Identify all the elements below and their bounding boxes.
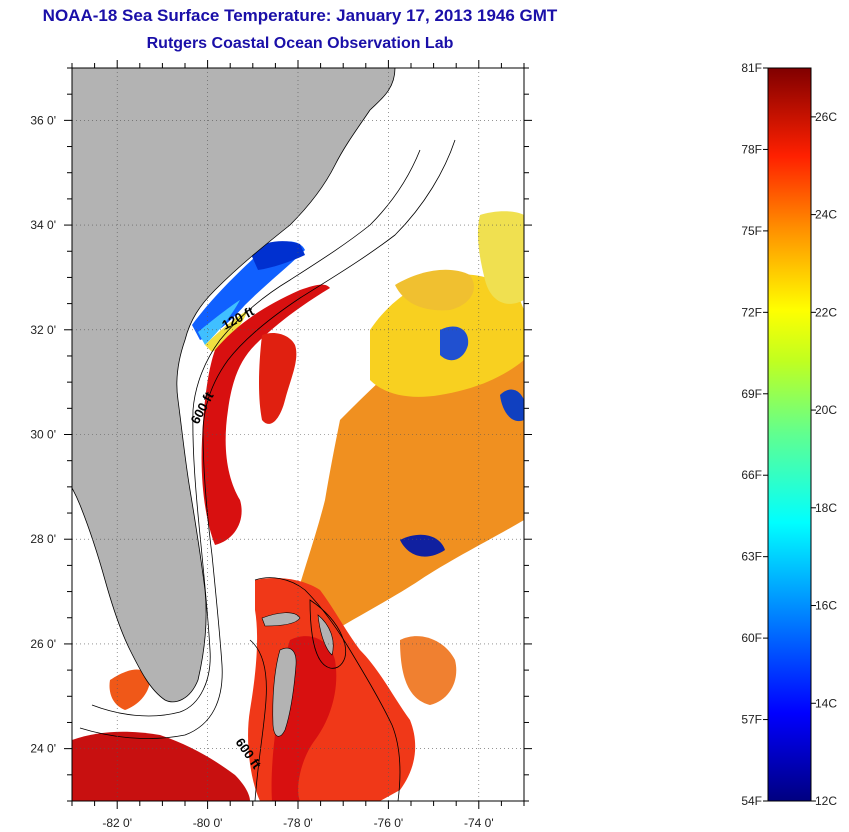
y-tick-label: 36 0' (30, 113, 56, 127)
sst-patch-florida-straits (72, 731, 250, 801)
sst-patch-cold-coast-deep (250, 241, 305, 270)
land-grand-bahama (261, 612, 301, 627)
isobath-600ft (79, 139, 456, 739)
sst-patch-ne-yellow (477, 211, 524, 304)
y-tick-label: 26 0' (30, 637, 56, 651)
colorbar-f-label: 63F (741, 550, 762, 564)
colorbar-f-label: 66F (741, 468, 762, 482)
sst-patch-east-warm (400, 636, 457, 705)
map-grid (72, 68, 524, 801)
land-southeast-us (72, 68, 396, 703)
x-tick-label: -78 0' (283, 816, 313, 830)
map-axes: -82 0' -80 0' -78 0' -76 0' -74 0' 24 0' 26 0'… (30, 60, 532, 830)
colorbar-f-label: 78F (741, 142, 762, 156)
colorbar-c-label: 26C (815, 110, 837, 124)
isobath-bahamas-east (254, 577, 401, 801)
x-tick-label: -74 0' (464, 816, 494, 830)
sst-patch-gulf-west (109, 669, 151, 710)
colorbar-f-label: 57F (741, 713, 762, 727)
sst-patch-eddy-cold (440, 326, 469, 361)
colorbar-c-label: 20C (815, 403, 837, 417)
colorbar-f-label: 81F (741, 61, 762, 75)
sst-patch-gulf-stream (201, 284, 330, 545)
sst-data-layer (72, 211, 524, 801)
sst-patch-cold-fragment (400, 534, 445, 557)
y-tick-label: 28 0' (30, 532, 56, 546)
colorbar-c-label: 18C (815, 501, 837, 515)
isobath-bank (309, 599, 347, 669)
colorbar-c-label: 22C (815, 305, 837, 319)
colorbar-gradient (767, 67, 812, 802)
colorbar-c-label: 24C (815, 208, 837, 222)
colorbar-f-label: 75F (741, 224, 762, 238)
map-subtitle: Rutgers Coastal Ocean Observation Lab (146, 35, 454, 52)
colorbar-c-label: 16C (815, 599, 837, 613)
sst-patch-cool-shelf (198, 300, 240, 345)
sst-patch-cold-fragment-2 (500, 389, 524, 422)
land-abaco (317, 614, 334, 656)
x-tick-label: -76 0' (374, 816, 404, 830)
x-tick-label: -80 0' (193, 816, 223, 830)
land-andros-island (272, 647, 297, 737)
isobath-120ft (91, 149, 421, 717)
y-tick-label: 34 0' (30, 218, 56, 232)
y-tick-label: 24 0' (30, 742, 56, 756)
y-tick-label: 32 0' (30, 323, 56, 337)
colorbar-c-label: 12C (815, 794, 837, 808)
colorbar-f-label: 69F (741, 387, 762, 401)
colorbar-c-label: 14C (815, 696, 837, 710)
colorbar-ticks: 81F 78F 75F 72F 69F 66F 63F 60F 57F 54F 26C 24C 22C 2… (741, 61, 837, 808)
sst-patch-gulf-stream-offshore (259, 333, 297, 424)
y-tick-label: 30 0' (30, 428, 56, 442)
colorbar-f-label: 72F (741, 305, 762, 319)
sst-patch-yellow-core (395, 269, 474, 311)
colorbar-f-label: 60F (741, 631, 762, 645)
colorbar: 81F 78F 75F 72F 69F 66F 63F 60F 57F 54F 26C 24C 22C 2… (741, 61, 837, 808)
sst-patch-warm-band (287, 332, 524, 644)
map-title: NOAA-18 Sea Surface Temperature: January… (42, 6, 558, 25)
isobath-contours (79, 139, 456, 801)
colorbar-f-label: 54F (741, 794, 762, 808)
x-tick-label: -82 0' (102, 816, 132, 830)
isobath-bahamas-west (249, 639, 267, 801)
land-layer (72, 68, 396, 737)
